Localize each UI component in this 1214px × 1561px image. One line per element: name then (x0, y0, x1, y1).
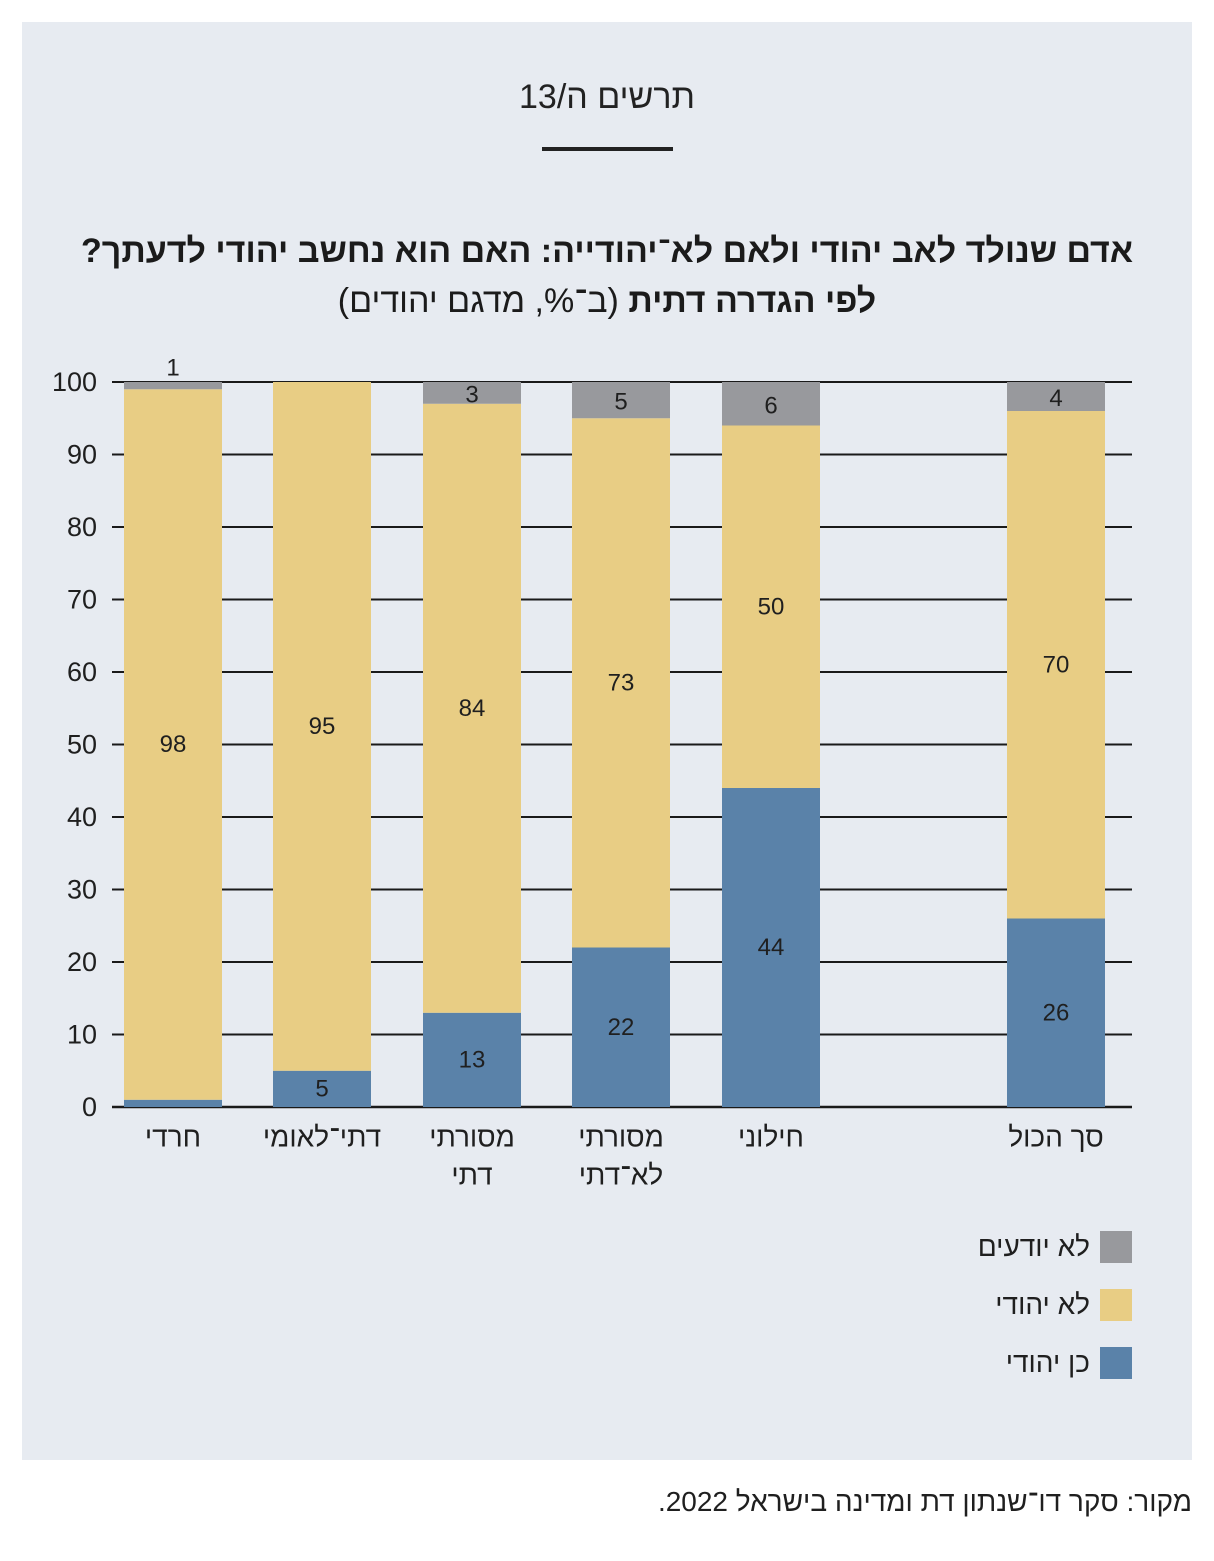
bar-segment-yes (423, 1012, 521, 1107)
bar-segment-dontknow (722, 382, 820, 426)
y-tick-label: 10 (67, 1020, 97, 1050)
data-label-no: 84 (459, 695, 486, 722)
data-label-no: 98 (160, 731, 187, 758)
category-label: מסורתי (429, 1122, 515, 1153)
data-label-dontknow: 4 (1049, 385, 1062, 412)
data-label-yes: 13 (459, 1046, 486, 1073)
data-label-dontknow: 5 (614, 389, 627, 416)
data-label-no: 50 (758, 593, 785, 620)
bar-segment-dontknow (124, 382, 222, 390)
title-divider (542, 147, 673, 151)
data-label-yes: 22 (608, 1014, 635, 1041)
bar-segment-no (124, 389, 222, 1100)
data-label-no: 95 (309, 713, 336, 740)
data-label-yes: 26 (1043, 999, 1070, 1026)
y-tick-label: 20 (67, 947, 97, 977)
data-label-no: 70 (1043, 651, 1070, 678)
y-tick-label: 60 (67, 657, 97, 687)
bar-segment-dontknow (423, 382, 521, 404)
legend-label-yes: כן יהודי (1005, 1347, 1090, 1378)
bar-segment-no (572, 418, 670, 948)
bar-segment-dontknow (572, 382, 670, 419)
chart-title-main: אדם שנולד לאב יהודי ולאם לא־יהודייה: האם… (80, 232, 1134, 320)
bar-segment-yes (572, 947, 670, 1107)
data-label-dontknow: 1 (166, 355, 179, 382)
category-label: דתי־לאומי (263, 1122, 381, 1153)
chart-title-note: (ב־%, מדגם יהודים) (337, 282, 619, 320)
legend-swatch-yes (1100, 1347, 1132, 1379)
category-label: מסורתי (578, 1122, 664, 1153)
y-tick-label: 50 (67, 730, 97, 760)
bar-segment-yes (124, 1099, 222, 1107)
legend-item-no: לא יהודי (978, 1286, 1132, 1324)
data-label-no: 73 (608, 669, 635, 696)
category-label: סך הכול (1008, 1122, 1103, 1153)
bar-segment-no (1007, 411, 1105, 919)
data-label-dontknow: 3 (465, 381, 478, 408)
figure-label: תרשים ה/13 (519, 78, 695, 116)
legend-label-dontknow: לא יודעים (977, 1231, 1090, 1262)
category-label: חילוני (738, 1122, 804, 1153)
y-tick-label: 100 (52, 367, 97, 397)
bar-segment-no (273, 382, 371, 1071)
y-tick-label: 90 (67, 440, 97, 470)
category-label: חרדי (145, 1122, 201, 1153)
category-label: דתי (451, 1160, 492, 1191)
y-tick-label: 30 (67, 875, 97, 905)
bar-segment-no (722, 425, 820, 788)
chart-legend: לא יודעים לא יהודי כן יהודי (978, 1228, 1132, 1402)
bar-segment-dontknow (1007, 382, 1105, 411)
legend-label-no: לא יהודי (995, 1289, 1090, 1320)
bar-segment-yes (273, 1070, 371, 1107)
y-tick-label: 80 (67, 512, 97, 542)
data-label-dontknow: 6 (764, 392, 777, 419)
legend-item-yes: כן יהודי (978, 1344, 1132, 1382)
bar-segment-yes (722, 788, 820, 1107)
bar-segment-yes (1007, 918, 1105, 1107)
bar-segment-no (423, 403, 521, 1013)
category-label: לא־דתי (579, 1160, 663, 1191)
legend-item-dontknow: לא יודעים (978, 1228, 1132, 1266)
data-label-yes: 44 (758, 934, 785, 961)
legend-swatch-no (1100, 1289, 1132, 1321)
y-tick-label: 0 (82, 1092, 97, 1122)
y-tick-label: 40 (67, 802, 97, 832)
y-tick-label: 70 (67, 585, 97, 615)
legend-swatch-dontknow (1100, 1231, 1132, 1263)
data-label-yes: 5 (315, 1075, 328, 1102)
chart-title: אדם שנולד לאב יהודי ולאם לא־יהודייה: האם… (60, 226, 1154, 326)
source-note: מקור: סקר דו־שנתון דת ומדינה בישראל 2022… (657, 1486, 1192, 1517)
